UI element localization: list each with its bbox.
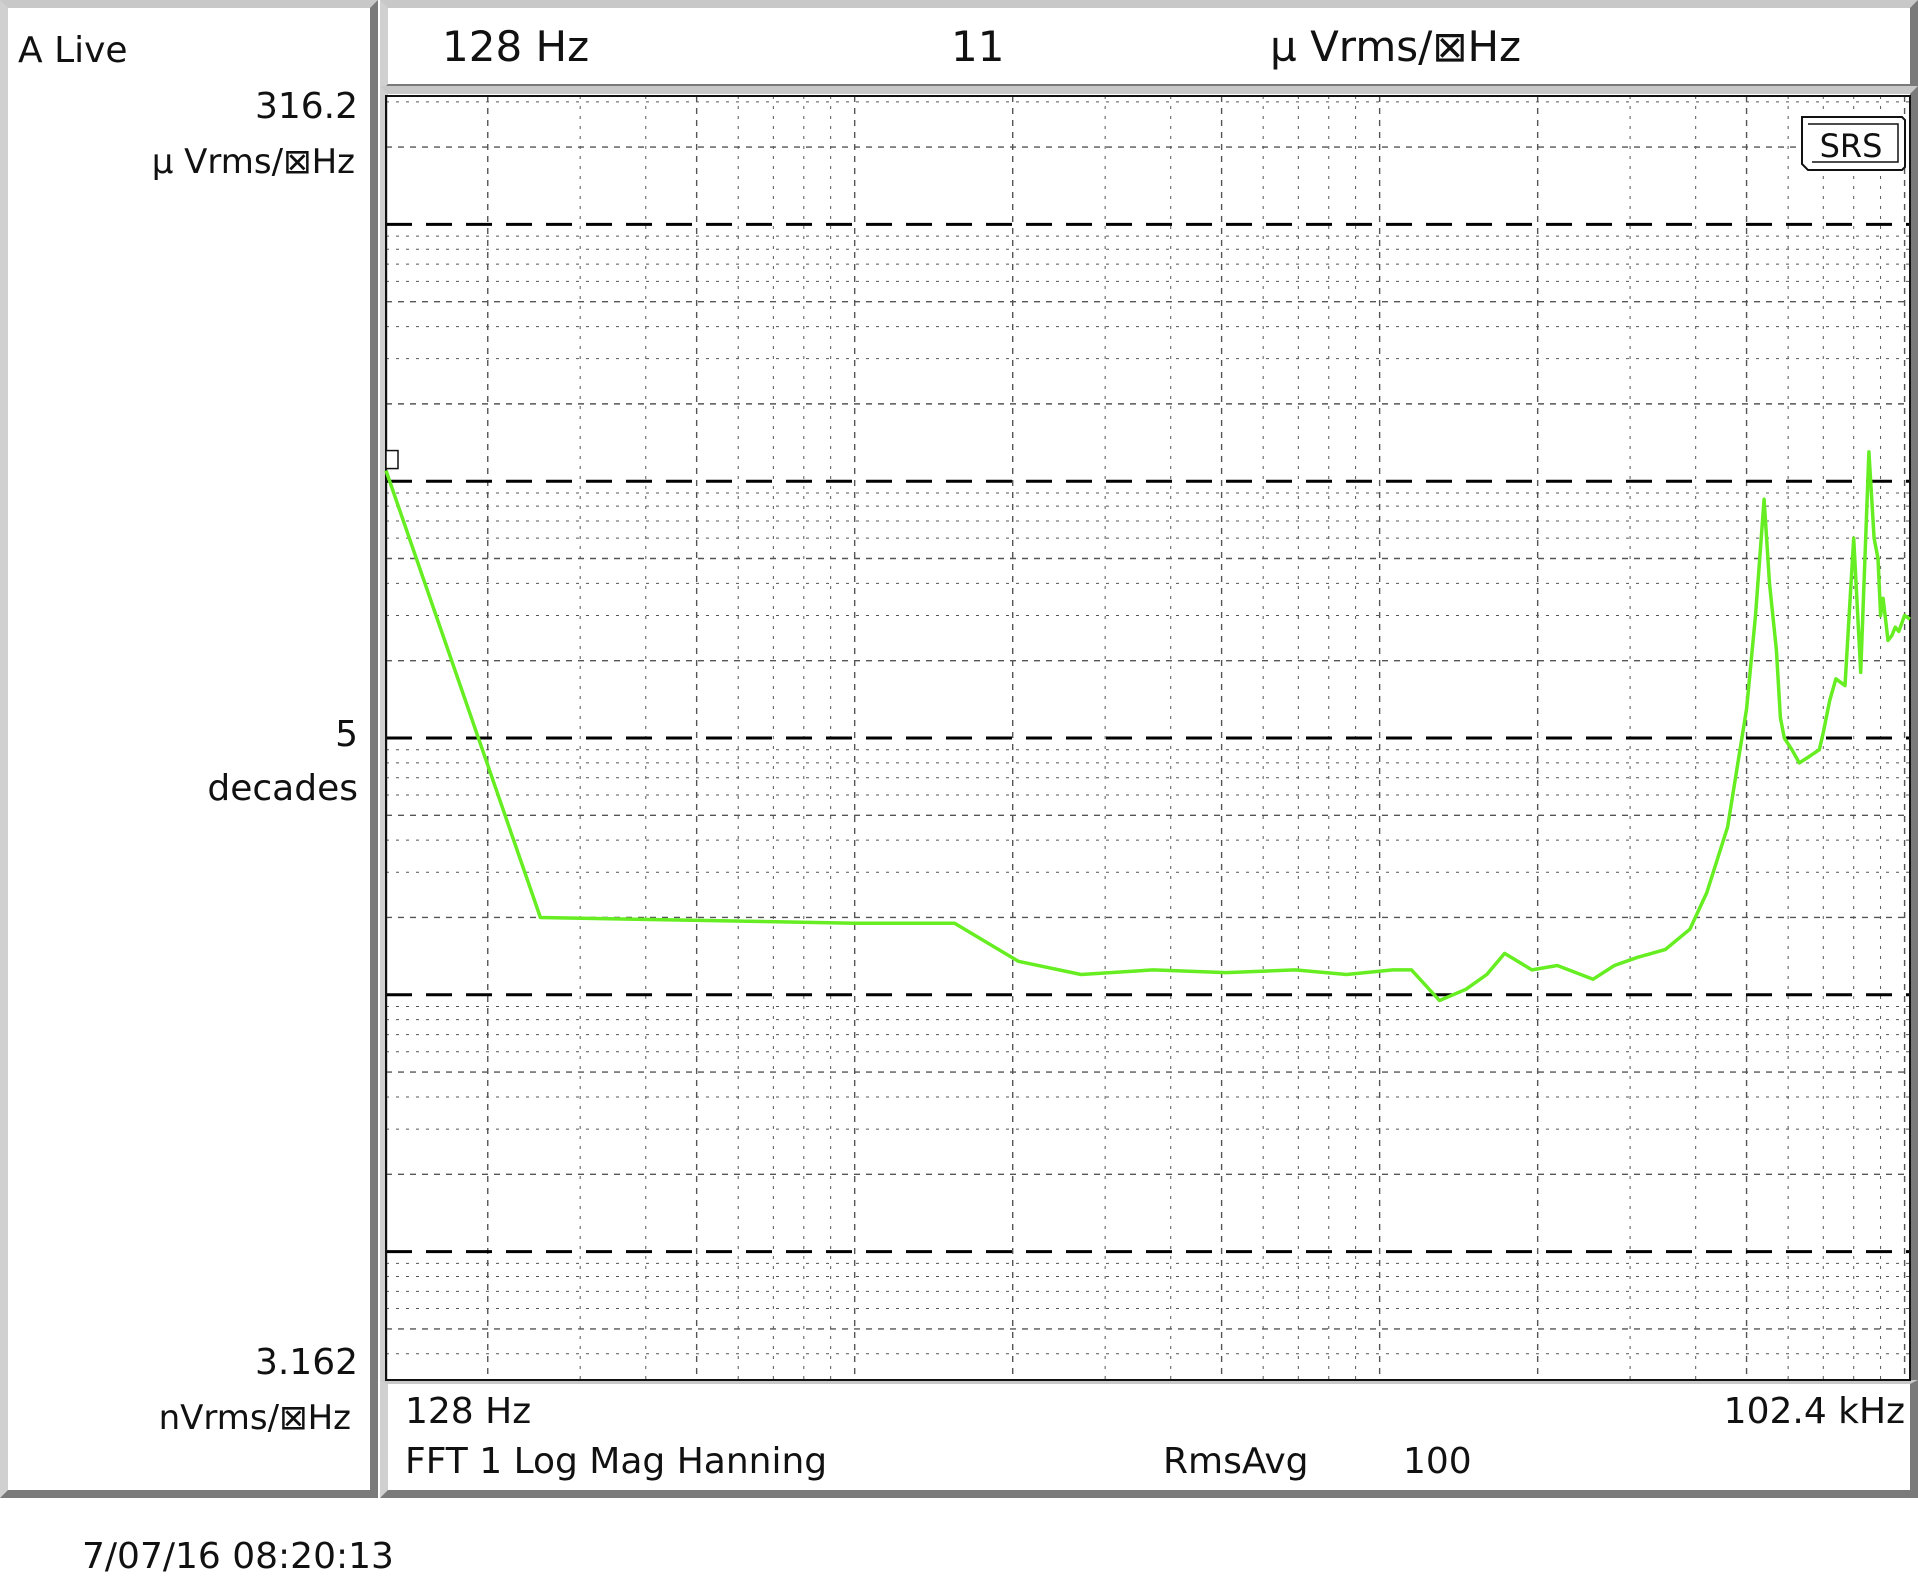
plot-border (385, 95, 1911, 1381)
y-top-unit: µ Vrms/⊠Hz (151, 142, 355, 182)
spectrum-trace (384, 450, 1911, 1003)
trace-label: A Live (18, 30, 128, 71)
y-top-value: 316.2 (254, 86, 358, 127)
averaging-mode: RmsAvg (1163, 1441, 1309, 1482)
marker-unit: µ Vrms/⊠Hz (1270, 22, 1522, 71)
average-count: 100 (1403, 1441, 1472, 1482)
timestamp: 7/07/16 08:20:13 (82, 1536, 394, 1577)
left-scale-panel (0, 0, 378, 1498)
start-frequency: 128 Hz (405, 1391, 532, 1432)
end-frequency: 102.4 kHz (1723, 1391, 1905, 1432)
marker-frequency: 128 Hz (442, 22, 590, 71)
srs-badge-text: SRS (1820, 127, 1883, 165)
srs-badge: SRS (1801, 116, 1906, 171)
plot-frame (380, 86, 1918, 1382)
decade-lines (386, 222, 1910, 1254)
measurement-type: FFT 1 Log Mag Hanning (405, 1441, 828, 1482)
y-bottom-value: 3.162 (254, 1342, 358, 1383)
y-mid-unit: decades (207, 768, 358, 809)
footer-panel (380, 1380, 1918, 1498)
marker-value: 11 (951, 22, 1005, 71)
y-mid-value: 5 (335, 714, 358, 755)
y-bottom-unit: nVrms/⊠Hz (158, 1398, 351, 1438)
marker-cursor-icon[interactable] (385, 449, 399, 470)
